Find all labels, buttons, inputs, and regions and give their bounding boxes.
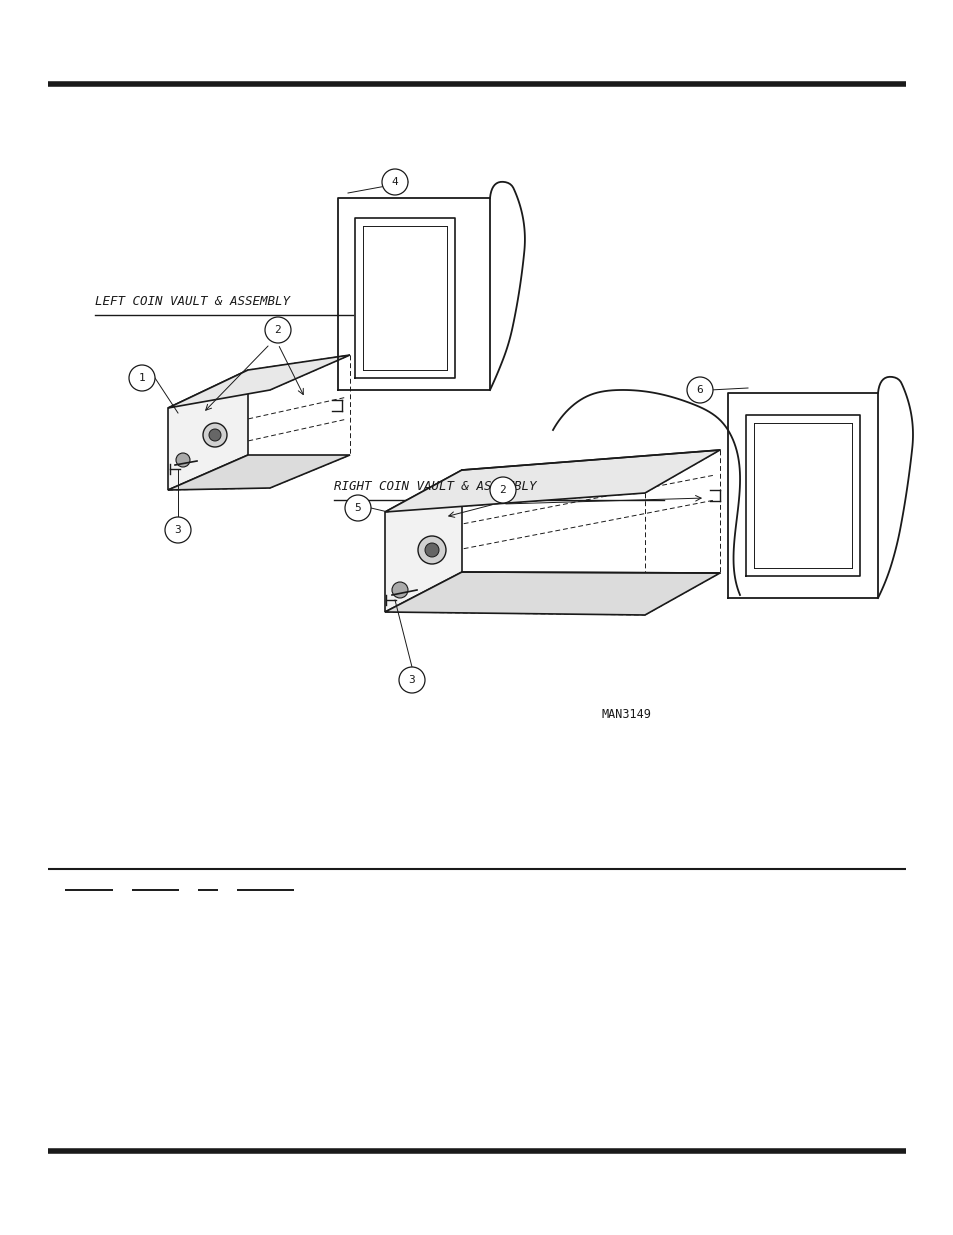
Circle shape (165, 517, 191, 543)
Circle shape (265, 317, 291, 343)
Text: 4: 4 (392, 177, 398, 186)
Text: 3: 3 (174, 525, 181, 535)
Circle shape (203, 424, 227, 447)
Text: 2: 2 (274, 325, 281, 335)
Polygon shape (385, 471, 461, 613)
Circle shape (392, 582, 408, 598)
Text: MAN3149: MAN3149 (600, 708, 650, 721)
Text: LEFT COIN VAULT & ASSEMBLY: LEFT COIN VAULT & ASSEMBLY (95, 295, 290, 308)
Circle shape (381, 169, 408, 195)
Text: 5: 5 (355, 503, 361, 513)
Polygon shape (385, 450, 720, 513)
Circle shape (345, 495, 371, 521)
Text: 2: 2 (499, 485, 506, 495)
Polygon shape (385, 572, 720, 615)
Circle shape (129, 366, 154, 391)
Polygon shape (168, 354, 350, 408)
Circle shape (209, 429, 221, 441)
Text: 1: 1 (138, 373, 145, 383)
Circle shape (417, 536, 446, 564)
Text: RIGHT COIN VAULT & ASSEMBLY: RIGHT COIN VAULT & ASSEMBLY (334, 480, 536, 493)
Text: 6: 6 (696, 385, 702, 395)
Circle shape (424, 543, 438, 557)
Circle shape (175, 453, 190, 467)
Circle shape (490, 477, 516, 503)
Circle shape (398, 667, 424, 693)
Text: 3: 3 (408, 676, 415, 685)
Polygon shape (168, 370, 248, 490)
Circle shape (686, 377, 712, 403)
Polygon shape (168, 454, 350, 490)
